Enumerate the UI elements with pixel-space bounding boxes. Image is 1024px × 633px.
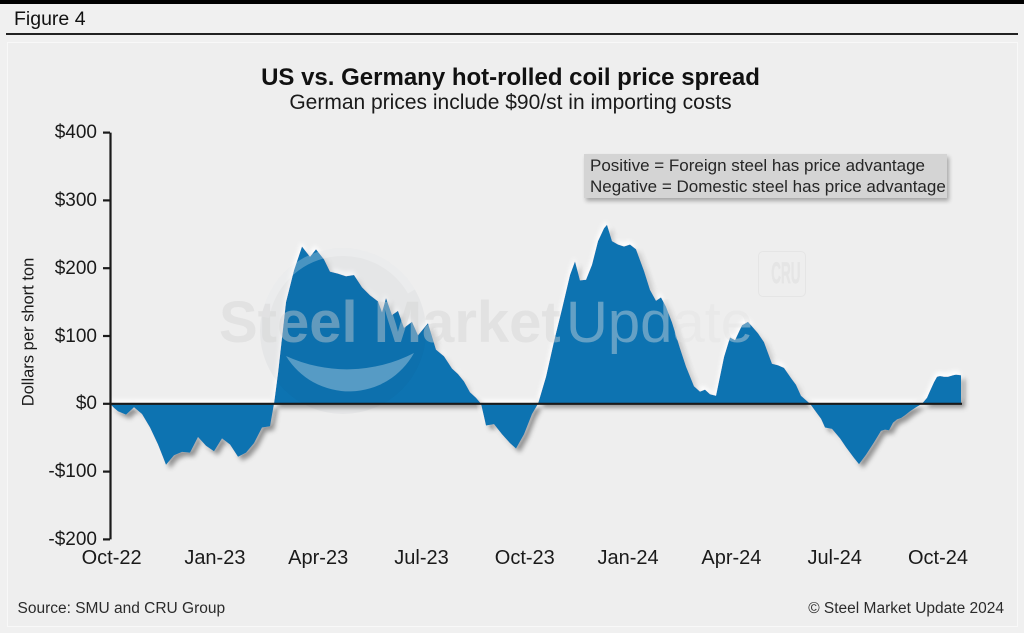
svg-text:Steel Market: Steel Market <box>219 290 561 355</box>
svg-text:Update: Update <box>566 290 753 355</box>
